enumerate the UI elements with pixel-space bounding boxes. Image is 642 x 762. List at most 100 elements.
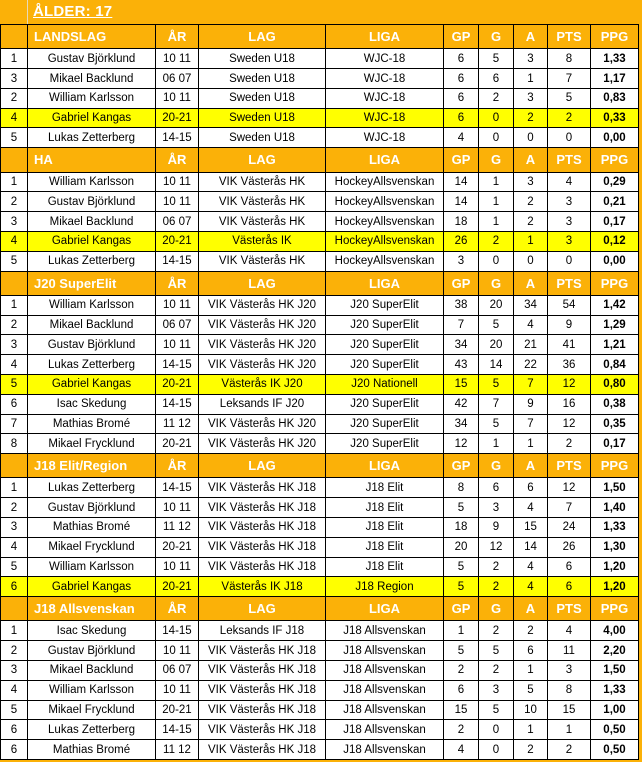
points-cell: 0	[547, 127, 591, 149]
team-cell: VIK Västerås HK J18	[198, 640, 326, 662]
year-cell: 10 11	[155, 171, 199, 193]
column-header: PPG	[590, 270, 639, 296]
year-cell: 20-21	[155, 433, 199, 455]
column-header: LIGA	[325, 270, 444, 296]
points-cell: 7	[547, 68, 591, 89]
gp-cell: 34	[443, 413, 479, 435]
league-cell: WJC-18	[325, 107, 444, 129]
assists-cell: 34	[513, 294, 548, 316]
assists-cell: 21	[513, 334, 548, 356]
row-number-cell: 1	[0, 477, 28, 499]
player-name-cell: William Karlsson	[27, 679, 156, 701]
column-header: PPG	[590, 147, 639, 173]
ppg-cell: 0,50	[590, 739, 639, 760]
assists-cell: 4	[513, 314, 548, 336]
league-cell: J18 Region	[325, 576, 444, 598]
ppg-cell: 0,50	[590, 719, 639, 741]
league-cell: J20 SuperElit	[325, 393, 444, 415]
year-cell: 20-21	[155, 373, 199, 395]
year-cell: 14-15	[155, 393, 199, 415]
row-number-cell: 1	[0, 294, 28, 316]
goals-cell: 2	[478, 556, 514, 578]
assists-cell: 6	[513, 640, 548, 662]
league-cell: J20 SuperElit	[325, 334, 444, 356]
ppg-cell: 0,35	[590, 413, 639, 435]
year-cell: 10 11	[155, 640, 199, 662]
gp-cell: 12	[443, 433, 479, 455]
team-cell: Västerås IK J18	[198, 576, 326, 598]
gp-cell: 42	[443, 393, 479, 415]
player-row: 6 Isac Skedung 14-15 Leksands IF J20 J20 Sup…	[0, 393, 639, 415]
stats-table-body: LANDSLAG ÅR LAG LIGA GP G A PTS PPG 1 Gustav Björk…	[0, 23, 639, 760]
column-header: G	[478, 270, 514, 296]
player-row: 2 Gustav Björklund 10 11 VIK Västerås HK J1…	[0, 640, 639, 662]
year-cell: 14-15	[155, 354, 199, 375]
assists-cell: 9	[513, 393, 548, 415]
points-cell: 2	[547, 107, 591, 129]
points-cell: 54	[547, 294, 591, 316]
team-cell: Västerås IK J20	[198, 373, 326, 395]
year-cell: 20-21	[155, 699, 199, 721]
league-cell: J20 Nationell	[325, 373, 444, 395]
goals-cell: 1	[478, 211, 514, 232]
row-number-cell: 6	[0, 576, 28, 598]
gp-cell: 14	[443, 191, 479, 213]
assists-cell: 6	[513, 477, 548, 499]
player-name-cell: Gabriel Kangas	[27, 576, 156, 598]
ppg-cell: 1,33	[590, 679, 639, 701]
year-cell: 11 12	[155, 413, 199, 435]
team-cell: Leksands IF J20	[198, 393, 326, 415]
assists-cell: 0	[513, 250, 548, 272]
year-cell: 14-15	[155, 620, 199, 642]
goals-cell: 6	[478, 68, 514, 89]
ppg-cell: 4,00	[590, 620, 639, 642]
team-cell: VIK Västerås HK J18	[198, 719, 326, 741]
row-number-cell: 5	[0, 250, 28, 272]
team-cell: VIK Västerås HK	[198, 191, 326, 213]
player-name-cell: Gabriel Kangas	[27, 107, 156, 129]
assists-cell: 1	[513, 68, 548, 89]
league-cell: WJC-18	[325, 48, 444, 70]
player-name-cell: Isac Skedung	[27, 620, 156, 642]
section-label-header: LANDSLAG	[27, 23, 156, 50]
goals-cell: 0	[478, 107, 514, 129]
assists-cell: 10	[513, 699, 548, 721]
assists-cell: 2	[513, 107, 548, 129]
player-row: 4 William Karlsson 10 11 VIK Västerås HK J1…	[0, 679, 639, 701]
player-row: 5 Mikael Frycklund 20-21 VIK Västerås HK J1…	[0, 699, 639, 721]
row-number-cell: 4	[0, 107, 28, 129]
points-cell: 1	[547, 719, 591, 741]
row-number-cell: 2	[0, 191, 28, 213]
player-name-cell: William Karlsson	[27, 294, 156, 316]
column-header: G	[478, 596, 514, 622]
section-header-row: J18 Allsvenskan ÅR LAG LIGA GP G A PTS PPG	[0, 596, 639, 622]
ppg-cell: 0,00	[590, 250, 639, 272]
league-cell: J18 Allsvenskan	[325, 620, 444, 642]
team-cell: Sweden U18	[198, 68, 326, 89]
player-row: 3 Mikael Backlund 06 07 Sweden U18 WJC-18 6 6 1…	[0, 68, 639, 89]
goals-cell: 5	[478, 373, 514, 395]
team-cell: VIK Västerås HK J20	[198, 294, 326, 316]
league-cell: J20 SuperElit	[325, 433, 444, 455]
goals-cell: 2	[478, 576, 514, 598]
player-row: 4 Mikael Frycklund 20-21 VIK Västerås HK J1…	[0, 536, 639, 558]
goals-cell: 20	[478, 294, 514, 316]
player-name-cell: Isac Skedung	[27, 393, 156, 415]
team-cell: VIK Västerås HK J18	[198, 536, 326, 558]
league-cell: HockeyAllsvenskan	[325, 171, 444, 193]
player-row: 3 Gustav Björklund 10 11 VIK Västerås HK J2…	[0, 334, 639, 356]
row-number-cell: 2	[0, 497, 28, 518]
column-header: GP	[443, 23, 479, 50]
column-header: LAG	[198, 270, 326, 296]
column-header: G	[478, 23, 514, 50]
page-title: ÅLDER: 17	[33, 3, 113, 20]
assists-cell: 1	[513, 660, 548, 681]
goals-cell: 6	[478, 477, 514, 499]
points-cell: 26	[547, 536, 591, 558]
goals-cell: 3	[478, 679, 514, 701]
column-header: GP	[443, 147, 479, 173]
assists-cell: 0	[513, 127, 548, 149]
league-cell: HockeyAllsvenskan	[325, 191, 444, 213]
points-cell: 11	[547, 640, 591, 662]
team-cell: Leksands IF J18	[198, 620, 326, 642]
